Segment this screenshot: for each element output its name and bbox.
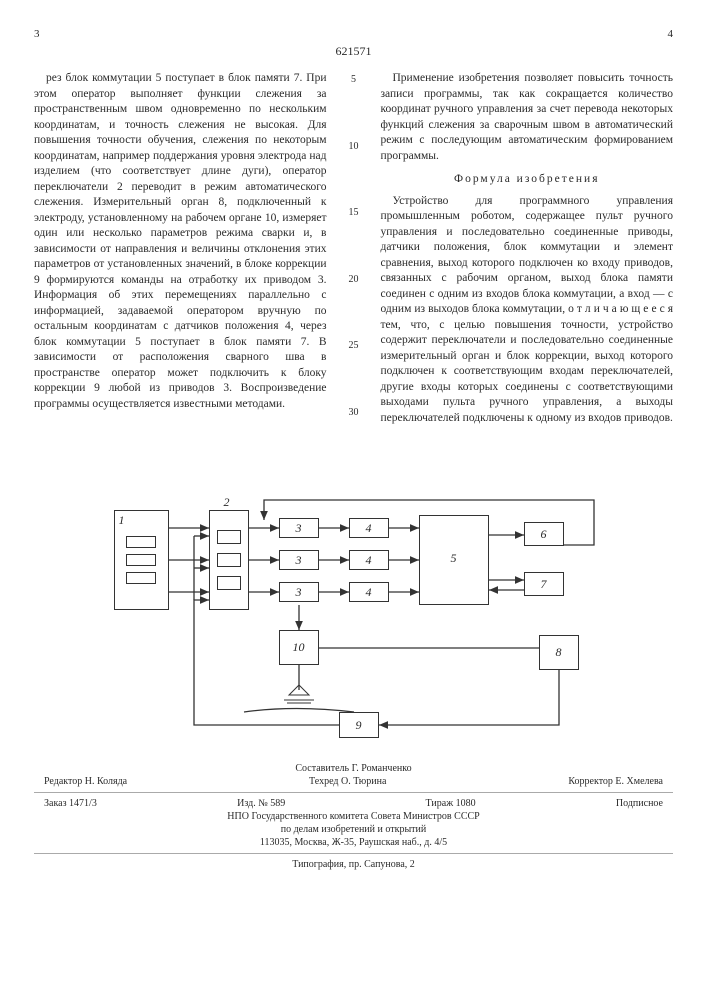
corrector: Корректор Е. Хмелева <box>568 775 663 788</box>
techred: Техред О. Тюрина <box>309 775 386 788</box>
footer: Составитель Г. Романченко Редактор Н. Ко… <box>34 762 673 871</box>
editor: Редактор Н. Коляда <box>44 775 127 788</box>
block-10: 10 <box>279 630 319 665</box>
org-address: 113035, Москва, Ж-35, Раушская наб., д. … <box>34 836 673 849</box>
podpis: Подписное <box>616 797 663 810</box>
block-4c: 4 <box>349 582 389 602</box>
typography: Типография, пр. Сапунова, 2 <box>34 858 673 871</box>
line-numbers: 5 10 15 20 25 30 <box>345 71 363 472</box>
block-7-label: 7 <box>541 577 547 592</box>
ln-25: 25 <box>345 339 363 353</box>
block-10-label: 10 <box>293 640 305 655</box>
block-1-label: 1 <box>119 513 125 528</box>
block-5-label: 5 <box>451 551 457 566</box>
block-7: 7 <box>524 572 564 596</box>
block-3a-label: 3 <box>296 521 302 536</box>
right-para-2: Устройство для программного управления п… <box>381 194 674 427</box>
page-number-right: 4 <box>668 28 674 40</box>
tirazh: Тираж 1080 <box>426 797 476 810</box>
block-4b-label: 4 <box>366 553 372 568</box>
block-6-label: 6 <box>541 527 547 542</box>
block-8-label: 8 <box>556 645 562 660</box>
block-4a: 4 <box>349 518 389 538</box>
composer: Составитель Г. Романченко <box>34 762 673 775</box>
patent-number: 621571 <box>34 44 673 59</box>
block-1: 1 <box>114 510 169 610</box>
block-4b: 4 <box>349 550 389 570</box>
order: Заказ 1471/3 <box>44 797 97 810</box>
block-3c: 3 <box>279 582 319 602</box>
block-4a-label: 4 <box>366 521 372 536</box>
page-number-left: 3 <box>34 28 40 40</box>
ln-20: 20 <box>345 273 363 287</box>
block-9-label: 9 <box>356 718 362 733</box>
org-line-1: НПО Государственного комитета Совета Мин… <box>34 810 673 823</box>
block-4c-label: 4 <box>366 585 372 600</box>
block-6: 6 <box>524 522 564 546</box>
ln-30: 30 <box>345 406 363 420</box>
ln-5: 5 <box>345 73 363 87</box>
ln-10: 10 <box>345 140 363 154</box>
block-3c-label: 3 <box>296 585 302 600</box>
block-8: 8 <box>539 635 579 670</box>
formula-heading: Формула изобретения <box>381 172 674 188</box>
block-2-label: 2 <box>224 495 230 510</box>
block-3b-label: 3 <box>296 553 302 568</box>
block-2: 2 <box>209 510 249 610</box>
block-3b: 3 <box>279 550 319 570</box>
block-9: 9 <box>339 712 379 738</box>
right-para-1: Применение изобретения позволяет повысит… <box>381 71 674 164</box>
block-3a: 3 <box>279 518 319 538</box>
block-diagram: 1 2 3 3 3 4 4 4 5 6 7 <box>94 490 614 750</box>
left-para-1: рез блок коммутации 5 поступает в блок п… <box>34 71 327 412</box>
block-5: 5 <box>419 515 489 605</box>
text-columns: рез блок коммутации 5 поступает в блок п… <box>34 71 673 472</box>
izd: Изд. № 589 <box>237 797 285 810</box>
ln-15: 15 <box>345 206 363 220</box>
left-column: рез блок коммутации 5 поступает в блок п… <box>34 71 327 472</box>
right-column: Применение изобретения позволяет повысит… <box>381 71 674 472</box>
org-line-2: по делам изобретений и открытий <box>34 823 673 836</box>
